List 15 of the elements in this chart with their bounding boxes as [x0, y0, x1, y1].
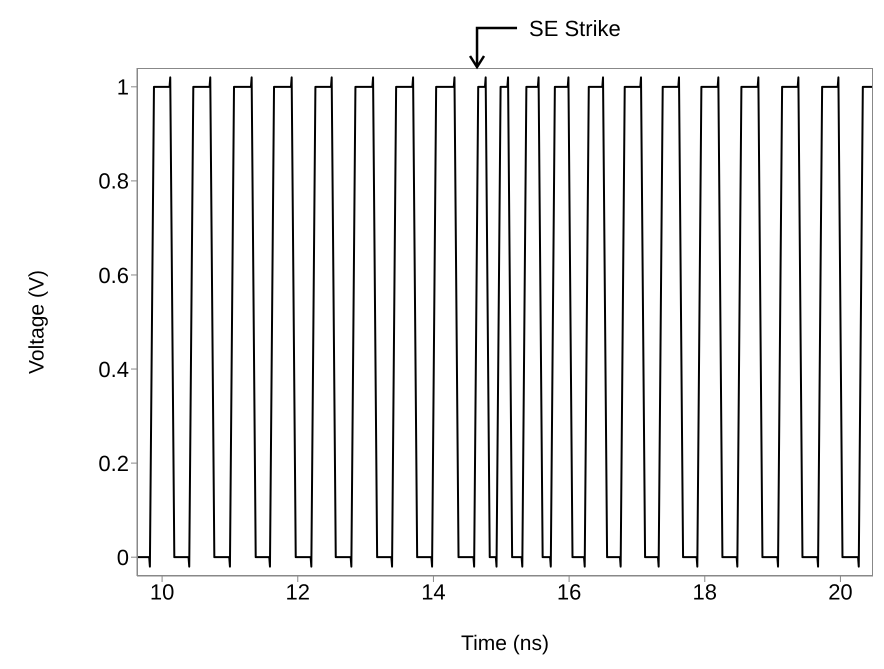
- y-axis-title: Voltage (V): [25, 270, 48, 374]
- text: SE Strike: [529, 16, 621, 41]
- y-tick-label: 0.4: [98, 356, 129, 382]
- y-tick-label: 0.8: [98, 168, 129, 194]
- x-tick-label: 12: [286, 580, 310, 605]
- x-tick-label: 14: [421, 580, 446, 605]
- y-tick-label: 0.2: [98, 450, 129, 476]
- y-tick-label: 0: [116, 544, 129, 570]
- x-axis-title: Time (ns): [461, 632, 549, 655]
- x-tick-label: 20: [828, 580, 853, 605]
- x-tick-label: 18: [692, 580, 718, 605]
- y-tick-label: 1: [116, 74, 129, 100]
- x-tick-label: 10: [150, 580, 174, 605]
- y-tick-label: 0.6: [98, 262, 129, 288]
- x-tick-label: 16: [556, 580, 582, 605]
